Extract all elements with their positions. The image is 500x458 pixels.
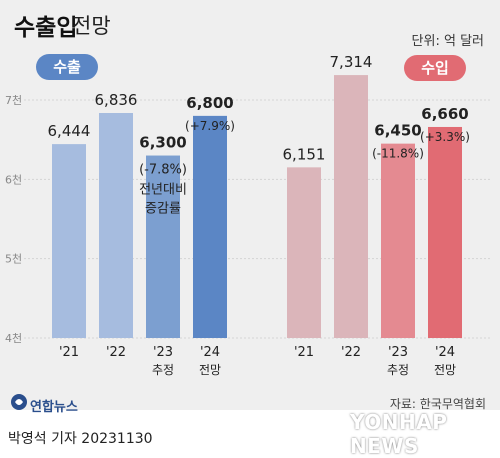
change-annotation-line: 전년대비 bbox=[139, 183, 187, 198]
change-annotation-line: 증감률 bbox=[145, 202, 181, 217]
byline: 박영석 기자 20231130 bbox=[8, 431, 153, 447]
y-tick-label: 4천 bbox=[5, 331, 22, 345]
bar-change-label: (-11.8%) bbox=[372, 147, 424, 161]
bar-value-label: 6,836 bbox=[95, 91, 138, 109]
x-tick-sublabel: 전망 bbox=[199, 363, 221, 377]
yonhap-logo-text: 연합뉴스 bbox=[30, 400, 78, 415]
bar-value-label: 6,444 bbox=[48, 122, 91, 140]
x-tick-label: '24 bbox=[435, 345, 455, 360]
bar-value-label: 6,660 bbox=[421, 105, 468, 123]
x-tick-label: '22 bbox=[106, 345, 126, 360]
export-bar bbox=[99, 113, 133, 338]
x-tick-label: '22 bbox=[341, 345, 361, 360]
bar-value-label: 6,151 bbox=[283, 145, 326, 163]
bar-chart: 4천 5천 6천 7천 6,444 '21 6,836 '22 6,300 '23 추정 6,800 (… bbox=[5, 53, 490, 377]
watermark: YONHAP NEWS bbox=[350, 410, 448, 458]
import-bar bbox=[381, 143, 415, 338]
y-tick-label: 5천 bbox=[5, 252, 22, 266]
x-tick-label: '24 bbox=[200, 345, 220, 360]
chart-subtitle: 전망 bbox=[72, 14, 111, 38]
import-bar bbox=[334, 75, 368, 339]
bar-change-label: (+7.9%) bbox=[185, 119, 235, 133]
y-tick-label: 7천 bbox=[5, 93, 22, 107]
import-group-label: 수입 bbox=[404, 55, 466, 81]
x-tick-label: '23 bbox=[153, 345, 173, 360]
x-tick-sublabel: 추정 bbox=[152, 363, 174, 377]
footer-area bbox=[0, 410, 500, 452]
y-tick-label: 6천 bbox=[5, 172, 22, 186]
source-label: 자료: 한국무역협회 bbox=[389, 397, 486, 411]
export-bar bbox=[193, 115, 227, 338]
yonhap-logo-icon bbox=[11, 394, 27, 410]
x-tick-sublabel: 추정 bbox=[387, 363, 409, 377]
change-annotation-line: (-7.8%) bbox=[139, 163, 187, 178]
x-tick-label: '21 bbox=[59, 345, 79, 360]
x-tick-sublabel: 전망 bbox=[434, 363, 456, 377]
bar-value-label: 6,300 bbox=[139, 134, 186, 152]
bar-value-label: 6,450 bbox=[374, 122, 421, 140]
export-bar bbox=[52, 144, 86, 338]
chart-title: 수출입 bbox=[14, 15, 78, 41]
unit-label: 단위: 억 달러 bbox=[411, 34, 484, 49]
import-bar bbox=[428, 126, 462, 339]
bar-value-label: 7,314 bbox=[330, 53, 373, 71]
export-bar bbox=[146, 155, 180, 338]
import-bar bbox=[287, 167, 321, 338]
x-tick-label: '23 bbox=[388, 345, 408, 360]
export-group-label: 수출 bbox=[36, 54, 98, 80]
bar-change-label: (+3.3%) bbox=[420, 130, 470, 144]
bar-value-label: 6,800 bbox=[186, 94, 233, 112]
x-tick-label: '21 bbox=[294, 345, 314, 360]
